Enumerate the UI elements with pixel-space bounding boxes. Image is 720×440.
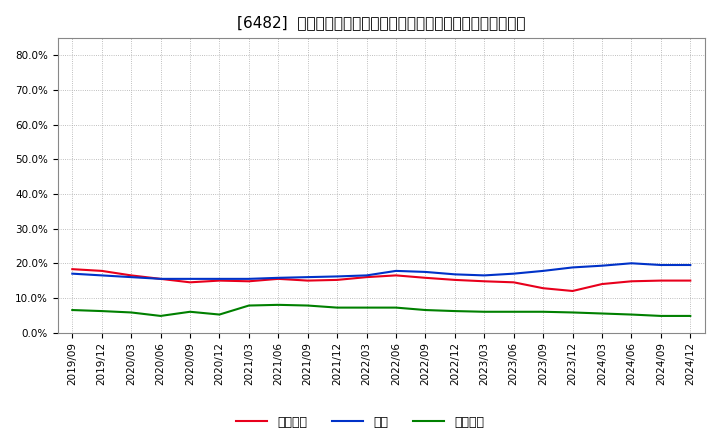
在庫 bbox=[97, 273, 106, 278]
在庫 bbox=[68, 271, 76, 276]
在庫 bbox=[333, 274, 341, 279]
在庫 bbox=[127, 275, 135, 280]
売上債権 bbox=[156, 276, 165, 282]
在庫 bbox=[539, 268, 547, 274]
買入債務 bbox=[686, 313, 695, 319]
買入債務 bbox=[333, 305, 341, 310]
買入債務 bbox=[539, 309, 547, 315]
買入債務 bbox=[451, 308, 459, 314]
買入債務 bbox=[421, 308, 430, 313]
買入債務 bbox=[657, 313, 665, 319]
在庫 bbox=[362, 273, 371, 278]
買入債務 bbox=[598, 311, 606, 316]
売上債権 bbox=[627, 279, 636, 284]
売上債権 bbox=[215, 278, 224, 283]
売上債権 bbox=[421, 275, 430, 280]
買入債務 bbox=[480, 309, 489, 315]
Line: 買入債務: 買入債務 bbox=[72, 305, 690, 316]
売上債権 bbox=[451, 277, 459, 282]
売上債権 bbox=[333, 277, 341, 282]
売上債権 bbox=[510, 280, 518, 285]
在庫 bbox=[598, 263, 606, 268]
在庫 bbox=[186, 276, 194, 282]
買入債務 bbox=[627, 312, 636, 317]
売上債権 bbox=[392, 273, 400, 278]
買入債務 bbox=[97, 308, 106, 314]
在庫 bbox=[215, 276, 224, 282]
買入債務 bbox=[362, 305, 371, 310]
売上債権 bbox=[245, 279, 253, 284]
Legend: 売上債権, 在庫, 買入債務: 売上債権, 在庫, 買入債務 bbox=[230, 411, 490, 434]
売上債権 bbox=[303, 278, 312, 283]
売上債権 bbox=[68, 267, 76, 272]
Title: [6482]  売上債権、在庫、買入債務の総資産に対する比率の推移: [6482] 売上債権、在庫、買入債務の総資産に対する比率の推移 bbox=[237, 15, 526, 30]
買入債務 bbox=[303, 303, 312, 308]
売上債権 bbox=[186, 280, 194, 285]
買入債務 bbox=[245, 303, 253, 308]
売上債権 bbox=[568, 288, 577, 293]
在庫 bbox=[245, 276, 253, 282]
在庫 bbox=[156, 276, 165, 282]
買入債務 bbox=[127, 310, 135, 315]
在庫 bbox=[274, 275, 283, 280]
在庫 bbox=[392, 268, 400, 274]
在庫 bbox=[657, 262, 665, 268]
売上債権 bbox=[657, 278, 665, 283]
売上債権 bbox=[598, 282, 606, 287]
在庫 bbox=[510, 271, 518, 276]
買入債務 bbox=[156, 313, 165, 319]
買入債務 bbox=[568, 310, 577, 315]
買入債務 bbox=[510, 309, 518, 315]
売上債権 bbox=[686, 278, 695, 283]
買入債務 bbox=[274, 302, 283, 308]
在庫 bbox=[686, 262, 695, 268]
売上債権 bbox=[274, 276, 283, 282]
買入債務 bbox=[392, 305, 400, 310]
売上債権 bbox=[480, 279, 489, 284]
在庫 bbox=[568, 265, 577, 270]
在庫 bbox=[627, 260, 636, 266]
在庫 bbox=[421, 269, 430, 275]
在庫 bbox=[451, 272, 459, 277]
Line: 在庫: 在庫 bbox=[72, 263, 690, 279]
売上債権 bbox=[362, 275, 371, 280]
在庫 bbox=[303, 275, 312, 280]
買入債務 bbox=[215, 312, 224, 317]
売上債権 bbox=[127, 273, 135, 278]
売上債権 bbox=[539, 286, 547, 291]
在庫 bbox=[480, 273, 489, 278]
売上債権 bbox=[97, 268, 106, 274]
買入債務 bbox=[68, 308, 76, 313]
Line: 売上債権: 売上債権 bbox=[72, 269, 690, 291]
買入債務 bbox=[186, 309, 194, 315]
